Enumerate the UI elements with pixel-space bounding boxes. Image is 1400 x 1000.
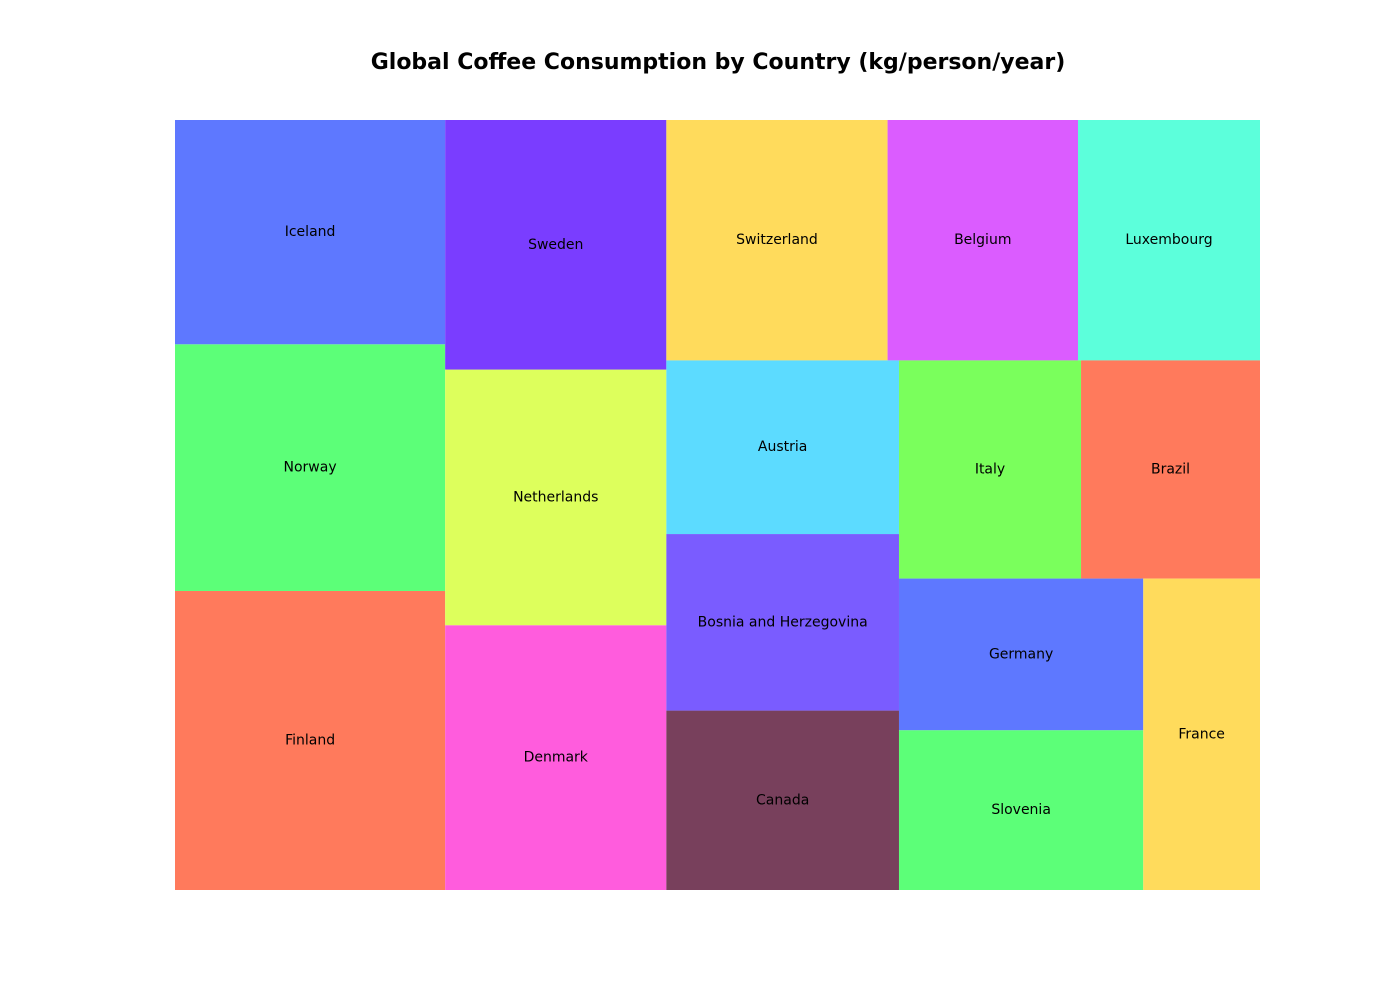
tile-label-luxembourg: Luxembourg xyxy=(1125,232,1212,248)
tile-slovenia xyxy=(898,730,1144,890)
tile-denmark xyxy=(445,625,667,890)
tile-sweden xyxy=(445,120,667,370)
tile-netherlands xyxy=(445,369,667,626)
tile-label-norway: Norway xyxy=(284,460,337,476)
tile-italy xyxy=(898,360,1082,579)
tile-canada xyxy=(666,710,899,890)
tile-austria xyxy=(666,360,899,535)
tile-label-germany: Germany xyxy=(989,646,1053,662)
tile-iceland xyxy=(175,120,446,345)
tile-norway xyxy=(175,344,446,591)
tile-label-iceland: Iceland xyxy=(285,224,336,240)
tile-label-italy: Italy xyxy=(975,461,1005,477)
tile-germany xyxy=(898,578,1144,731)
tile-label-france: France xyxy=(1178,726,1225,742)
tile-brazil xyxy=(1081,360,1260,579)
tile-label-sweden: Sweden xyxy=(528,237,583,253)
tile-finland xyxy=(175,590,446,890)
tile-label-brazil: Brazil xyxy=(1151,461,1190,477)
tile-label-canada: Canada xyxy=(756,792,809,808)
tile-label-slovenia: Slovenia xyxy=(991,802,1051,818)
chart-title: Global Coffee Consumption by Country (kg… xyxy=(370,50,1066,75)
tile-label-austria: Austria xyxy=(758,439,807,455)
tile-label-belgium: Belgium xyxy=(954,232,1011,248)
tile-label-finland: Finland xyxy=(285,732,335,748)
tile-switzerland xyxy=(666,120,888,361)
tile-label-denmark: Denmark xyxy=(524,750,589,766)
tile-label-switzerland: Switzerland xyxy=(736,232,818,248)
tile-luxembourg xyxy=(1077,120,1260,361)
tile-label-netherlands: Netherlands xyxy=(513,489,598,505)
tile-belgium xyxy=(887,120,1078,361)
tile-label-bosnia-and-herzegovina: Bosnia and Herzegovina xyxy=(698,614,868,630)
tile-bosnia-and-herzegovina xyxy=(666,534,899,711)
tile-france xyxy=(1143,578,1260,890)
